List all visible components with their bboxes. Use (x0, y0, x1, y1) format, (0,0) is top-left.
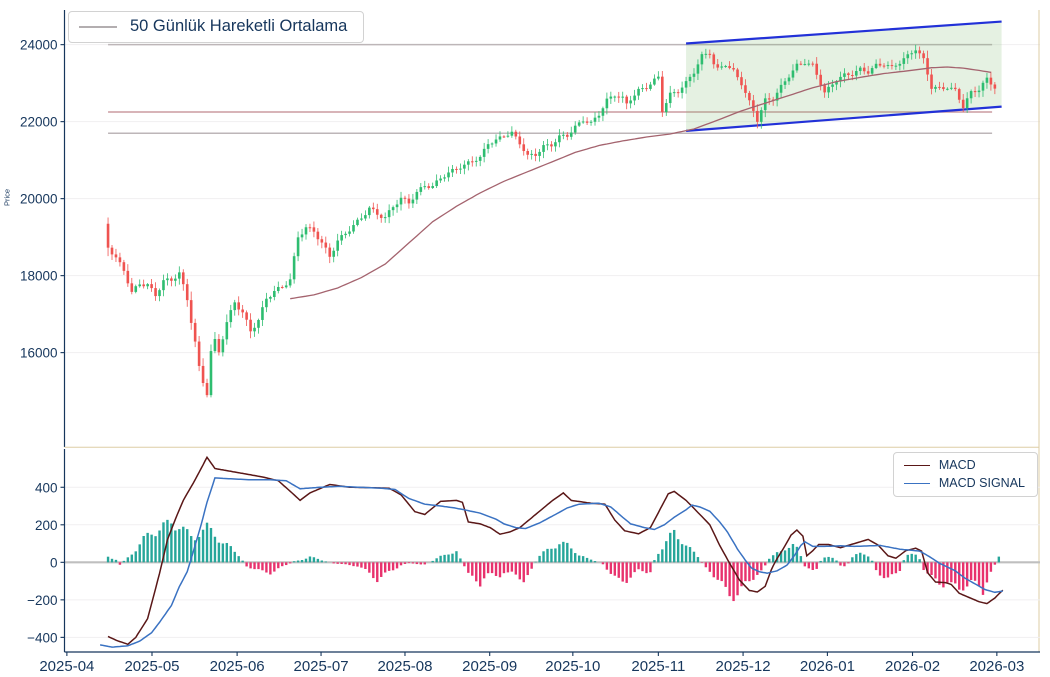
price-panel: 16000 18000 20000 22000 24000 (20, 10, 1040, 652)
x-tick-label: 2025-04 (39, 658, 94, 675)
x-tick-label: 2025-11 (631, 658, 685, 675)
x-tick-label: 2025-10 (545, 658, 600, 675)
macd-panel: −400 −200 0 200 400 2025-04 2025-05 2025-06 2025… (27, 449, 1040, 675)
x-tick-label: 2026-01 (800, 658, 855, 675)
ma-legend: 50 Günlük Hareketli Ortalama (68, 11, 365, 43)
price-y-tick-label: 22000 (20, 115, 58, 130)
macd-y-tick-label: −400 (27, 630, 57, 645)
ma50-line (290, 66, 992, 300)
macd-y-tick-label: 0 (50, 555, 58, 570)
candlestick-series (106, 44, 997, 398)
macd-legend: MACD MACD SIGNAL (892, 452, 1038, 497)
x-tick-label: 2026-02 (885, 658, 940, 675)
ma-legend-label: 50 Günlük Hareketli Ortalama (130, 17, 348, 35)
x-tick-label: 2025-07 (294, 658, 349, 675)
macd-signal-line-swatch (903, 482, 930, 484)
trend-channel-upper-line (685, 20, 1002, 45)
price-axis-label: Price (2, 188, 12, 207)
macd-signal-legend-label: MACD SIGNAL (938, 476, 1025, 490)
x-tick-label: 2025-06 (210, 658, 265, 675)
trend-channel-lower-line (685, 105, 1002, 132)
macd-signal-line (99, 477, 1003, 648)
price-y-tick-label: 16000 (20, 346, 58, 361)
price-y-tick-label: 18000 (20, 269, 58, 284)
price-y-tick-label: 20000 (20, 192, 58, 207)
x-tick-label: 2025-08 (377, 658, 432, 675)
macd-signal-legend-row: MACD SIGNAL (903, 476, 1025, 490)
price-y-tick-label: 24000 (20, 38, 58, 53)
macd-line-swatch (903, 464, 930, 466)
x-tick-label: 2025-09 (462, 658, 517, 675)
x-tick-label: 2025-12 (716, 658, 771, 675)
macd-y-tick-label: 400 (35, 480, 58, 495)
macd-legend-row: MACD (903, 458, 976, 472)
macd-y-tick-label: −200 (27, 593, 57, 608)
macd-line (107, 455, 1004, 646)
x-tick-label: 2026-03 (969, 658, 1024, 675)
x-tick-label: 2025-05 (124, 658, 179, 675)
macd-y-tick-label: 200 (35, 518, 58, 533)
ma-legend-line-swatch (79, 25, 117, 28)
macd-histogram (106, 519, 1001, 602)
macd-legend-label: MACD (938, 458, 976, 472)
